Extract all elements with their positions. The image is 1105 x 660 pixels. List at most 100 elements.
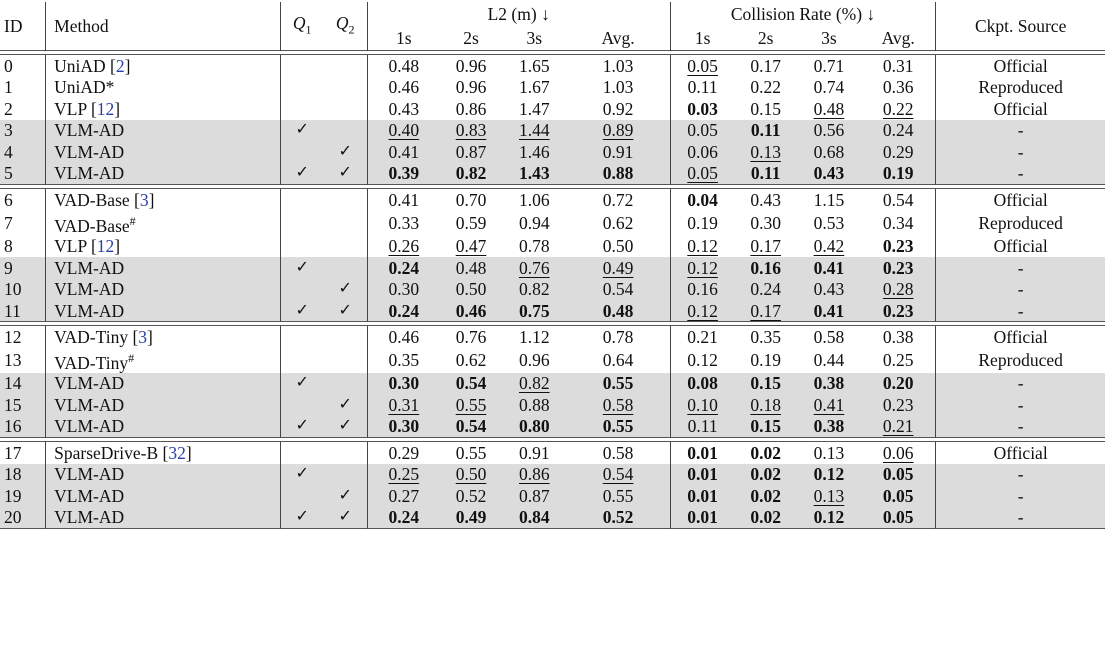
metric-value: 0.05: [687, 55, 718, 76]
q2-cell: [323, 235, 368, 257]
method-name: VLM-AD: [54, 300, 125, 321]
table-row: 18 VLM-AD ✓ 0.25 0.50 0.86 0.54 0.01 0.02 0.12 0.0…: [0, 463, 1105, 486]
citation-link[interactable]: 3: [139, 189, 149, 210]
method-name: VLM-AD: [54, 141, 125, 162]
metric-value: 0.03: [687, 98, 718, 119]
metric-value: 0.02: [750, 485, 781, 506]
collision-1s-cell: 0.01: [670, 442, 734, 464]
l2-avg-cell: 0.58: [566, 394, 671, 416]
citation-link[interactable]: 3: [138, 327, 148, 348]
q1-cell: [280, 278, 324, 300]
collision-2s-cell: 0.43: [735, 189, 797, 211]
collision-avg-cell: 0.05: [861, 506, 937, 529]
metric-value: 1.47: [518, 98, 550, 119]
metric-value: 0.30: [388, 373, 420, 394]
table-row: 14 VLM-AD ✓ 0.30 0.54 0.82 0.55 0.08 0.15 0.38 0.2…: [0, 372, 1105, 395]
metric-value: 0.55: [602, 416, 634, 437]
citation-link[interactable]: 2: [115, 55, 125, 76]
header-collision: Collision Rate (%) ↓: [670, 2, 937, 26]
row-id: 16: [0, 415, 47, 438]
l2-1s-cell: 0.30: [367, 415, 440, 438]
l2-avg-cell: 0.55: [566, 485, 671, 507]
table-body: 0 UniAD [2] 0.48 0.96 1.65 1.03 0.05 0.17 0.71 0.…: [0, 50, 1105, 530]
row-method: VLM-AD: [45, 278, 281, 300]
row-id: 8: [0, 235, 47, 257]
metric-value: 1.15: [813, 189, 845, 210]
metric-value: 0.52: [455, 485, 487, 506]
metric-value: 0.01: [687, 507, 718, 528]
metric-value: 0.02: [750, 464, 781, 485]
metric-value: 0.11: [750, 120, 781, 141]
l2-avg-cell: 0.58: [566, 441, 671, 464]
collision-2s-cell: 0.17: [735, 55, 797, 77]
metric-value: 0.55: [602, 485, 634, 506]
metric-value: 0.17: [750, 55, 781, 76]
metric-value: 0.82: [518, 279, 550, 300]
method-name: VLP: [54, 98, 87, 119]
citation-link[interactable]: 12: [96, 236, 115, 257]
metric-value: 0.42: [813, 236, 845, 257]
metric-value: 0.78: [518, 236, 550, 257]
header-method: Method: [45, 2, 281, 51]
ckpt-source: Official: [993, 189, 1048, 210]
l2-1s-cell: 0.26: [367, 235, 440, 257]
metric-value: 0.55: [455, 394, 487, 415]
row-method: VLM-AD: [45, 485, 281, 507]
row-id: 17: [0, 441, 47, 464]
l2-2s-cell: 0.49: [439, 506, 503, 529]
metric-value: 0.33: [388, 212, 420, 233]
l2-2s-cell: 0.48: [439, 256, 503, 279]
q1-cell: ✓: [280, 463, 324, 486]
group-separator: [0, 321, 1105, 327]
check-icon: ✓: [295, 258, 309, 276]
collision-2s-cell: 0.17: [735, 235, 797, 257]
method-name: VLM-AD: [54, 120, 125, 141]
metric-value: 0.08: [687, 373, 718, 394]
metric-value: 1.65: [518, 55, 550, 76]
table-row: 11 VLM-AD ✓ ✓ 0.24 0.46 0.75 0.48 0.12 0.17 0.41 0.…: [0, 299, 1105, 322]
collision-1s-cell: 0.11: [670, 415, 735, 438]
metric-value: 0.49: [602, 257, 634, 278]
collision-avg-cell: 0.21: [861, 415, 937, 438]
metric-value: 0.50: [602, 236, 634, 257]
q2-cell: ✓: [323, 485, 368, 507]
l2-3s-cell: 0.76: [502, 256, 567, 279]
table-row: 16 VLM-AD ✓ ✓ 0.30 0.54 0.80 0.55 0.11 0.15 0.38 0.…: [0, 415, 1105, 438]
metric-value: 0.68: [813, 141, 845, 162]
l2-3s-cell: 0.82: [502, 372, 567, 395]
collision-avg-cell: 0.23: [861, 256, 937, 279]
collision-2s-cell: 0.24: [734, 278, 797, 300]
metric-value: 0.74: [813, 77, 845, 98]
metric-value: 0.80: [518, 416, 550, 437]
collision-3s-cell: 0.42: [797, 235, 861, 257]
metric-value: 0.48: [455, 257, 487, 278]
collision-2s-cell: 0.15: [735, 98, 797, 120]
metric-value: 0.82: [518, 373, 550, 394]
l2-1s-cell: 0.48: [367, 55, 440, 77]
l2-2s-cell: 0.47: [440, 235, 502, 257]
metric-value: 0.43: [750, 189, 781, 210]
row-method: VLM-AD: [45, 141, 281, 163]
citation-link[interactable]: 32: [168, 442, 186, 463]
l2-3s-cell: 1.44: [502, 119, 567, 141]
l2-avg-cell: 0.92: [566, 98, 671, 120]
collision-1s-cell: 0.11: [670, 77, 734, 99]
metric-value: 0.02: [750, 442, 781, 463]
metric-value: 0.05: [882, 507, 914, 528]
l2-avg-cell: 1.03: [566, 76, 671, 98]
l2-1s-cell: 0.41: [367, 189, 440, 211]
table-row: 19 VLM-AD ✓ 0.27 0.52 0.87 0.55 0.01 0.02 0.13 0.0…: [0, 485, 1105, 507]
table-row: 10 VLM-AD ✓ 0.30 0.50 0.82 0.54 0.16 0.24 0.43 0.2…: [0, 278, 1105, 300]
q2-cell: [323, 441, 368, 464]
ckpt-source: Official: [993, 327, 1048, 348]
method-superscript: #: [128, 350, 135, 365]
l2-3s-cell: 0.91: [502, 442, 566, 464]
row-method: VLP [12]: [45, 235, 281, 257]
l2-2s-cell: 0.50: [439, 463, 503, 486]
l2-2s-cell: 0.55: [440, 442, 502, 464]
collision-2s-cell: 0.02: [734, 463, 797, 486]
row-method: VLM-AD: [45, 256, 281, 279]
q2-cell: [323, 210, 368, 236]
group-separator: [0, 437, 1105, 443]
citation-link[interactable]: 12: [96, 98, 115, 119]
